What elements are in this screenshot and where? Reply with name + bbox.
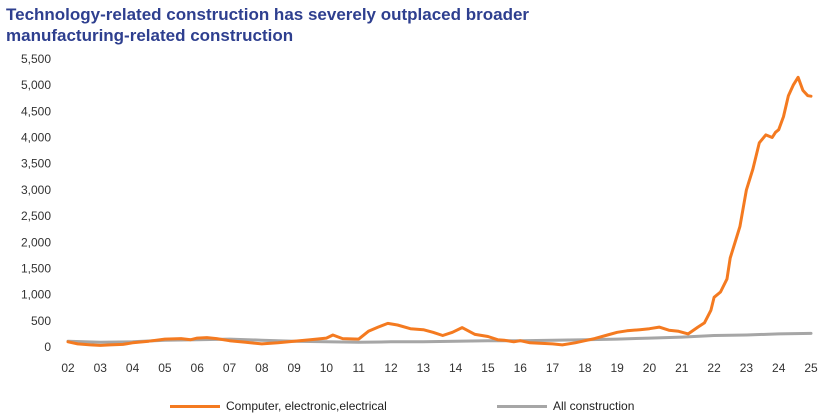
x-axis: 02 03 04 05 06 07 08 09 10 11 12 13 14 15 16 17 18 19 20 21… — [61, 361, 818, 375]
series-layer — [66, 75, 813, 347]
y-tick-label: 500 — [31, 314, 51, 328]
chart-title: Technology-related construction has seve… — [6, 5, 530, 45]
x-tick-label: 15 — [481, 361, 495, 375]
x-tick-label: 03 — [94, 361, 108, 375]
legend-item: All construction — [497, 399, 634, 413]
legend-swatch — [170, 404, 220, 408]
x-tick-label: 25 — [804, 361, 818, 375]
y-tick-label: 3,000 — [21, 183, 51, 197]
legend: Computer, electronic,electrical All const… — [0, 399, 830, 419]
x-tick-label: 24 — [772, 361, 786, 375]
y-axis: 0 500 1,000 1,500 2,000 2,500 3,000 3,500 4,000 4… — [21, 52, 51, 354]
y-tick-label: 1,000 — [21, 288, 51, 302]
x-tick-label: 20 — [643, 361, 657, 375]
x-tick-label: 08 — [255, 361, 269, 375]
x-tick-label: 10 — [320, 361, 334, 375]
y-tick-label: 4,000 — [21, 131, 51, 145]
y-tick-label: 0 — [44, 340, 51, 354]
x-tick-label: 23 — [740, 361, 754, 375]
x-tick-label: 18 — [578, 361, 592, 375]
y-tick-label: 2,000 — [21, 235, 51, 249]
x-tick-label: 09 — [287, 361, 301, 375]
x-tick-label: 19 — [610, 361, 624, 375]
x-tick-label: 13 — [417, 361, 431, 375]
legend-label: Computer, electronic,electrical — [226, 399, 387, 413]
series-line-computer-electronic-electrical — [66, 75, 813, 347]
x-tick-label: 06 — [191, 361, 205, 375]
legend-label: All construction — [553, 399, 635, 413]
x-tick-label: 07 — [223, 361, 237, 375]
x-tick-label: 22 — [707, 361, 721, 375]
x-tick-label: 17 — [546, 361, 560, 375]
y-tick-label: 1,500 — [21, 261, 51, 275]
chart-area: 0 500 1,000 1,500 2,000 2,500 3,000 3,500 4,000 4… — [21, 52, 818, 375]
x-tick-label: 04 — [126, 361, 140, 375]
x-tick-label: 05 — [158, 361, 172, 375]
y-tick-label: 5,500 — [21, 52, 51, 66]
y-tick-label: 5,000 — [21, 78, 51, 92]
legend-swatch — [497, 404, 547, 408]
x-tick-label: 16 — [514, 361, 528, 375]
y-tick-label: 4,500 — [21, 104, 51, 118]
x-tick-label: 14 — [449, 361, 463, 375]
x-tick-label: 12 — [384, 361, 398, 375]
legend-item: Computer, electronic,electrical — [170, 399, 387, 413]
x-tick-label: 11 — [353, 361, 366, 375]
x-tick-label: 21 — [675, 361, 689, 375]
y-tick-label: 3,500 — [21, 157, 51, 171]
x-tick-label: 02 — [61, 361, 75, 375]
y-tick-label: 2,500 — [21, 209, 51, 223]
